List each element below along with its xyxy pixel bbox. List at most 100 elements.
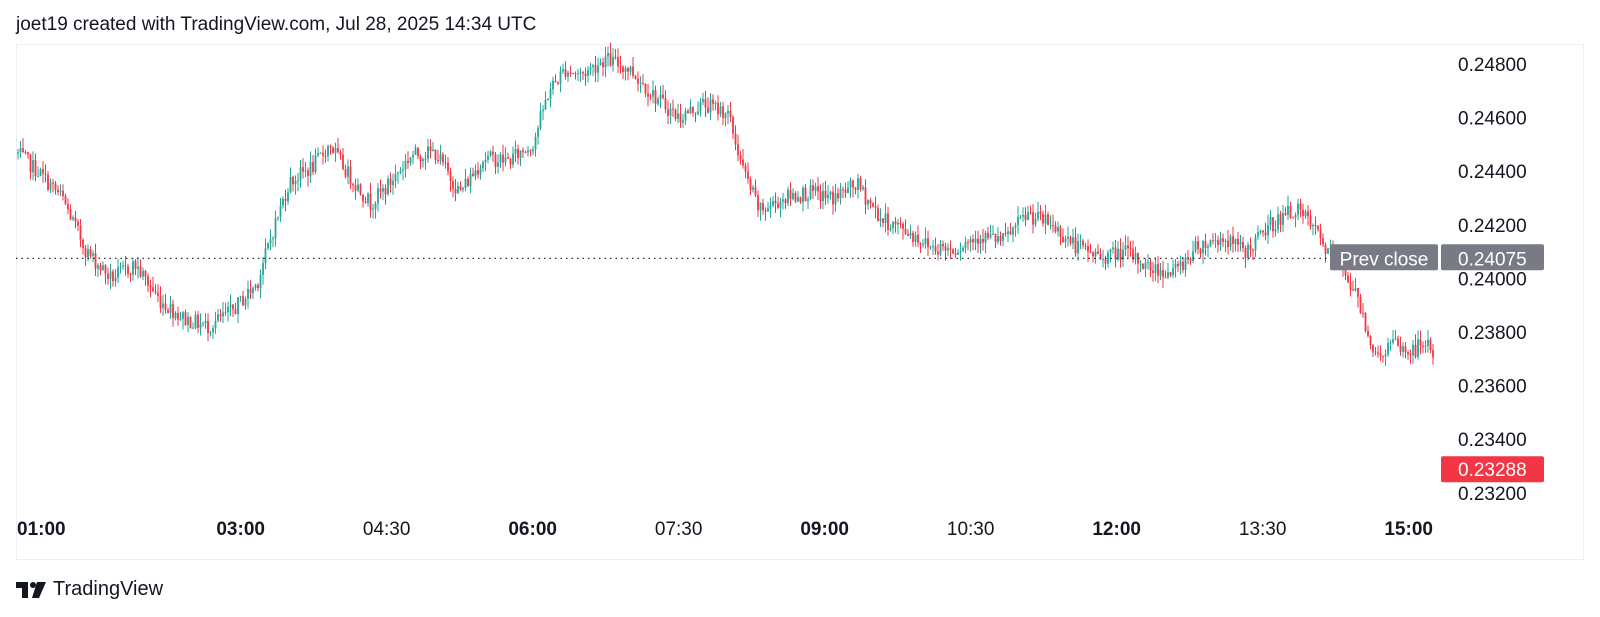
x-tick-label: 10:30 <box>947 519 995 540</box>
candle-body <box>1034 218 1037 225</box>
candle-body <box>1132 248 1134 260</box>
candle-body <box>137 266 139 269</box>
candle-body <box>154 291 157 293</box>
candle-body <box>474 170 477 177</box>
candle-body <box>499 154 502 163</box>
candle-body <box>194 314 197 328</box>
candle-body <box>502 154 504 163</box>
candle-body <box>1057 226 1059 232</box>
candle-body <box>632 66 634 76</box>
candle-body <box>539 111 542 129</box>
candle-body <box>1372 345 1374 352</box>
candle-body <box>1162 270 1164 278</box>
candle-body <box>712 99 714 104</box>
tradingview-logo[interactable]: TradingView <box>16 578 163 601</box>
candle-body <box>617 57 619 66</box>
candle-body <box>599 62 602 66</box>
candle-body <box>364 201 367 204</box>
candle-body <box>877 208 879 222</box>
candle-body <box>47 174 49 190</box>
candle-body <box>789 189 792 200</box>
candle-body <box>999 236 1002 241</box>
candle-body <box>819 191 822 202</box>
candle-body <box>1307 211 1309 217</box>
candle-body <box>967 242 969 244</box>
candle-body <box>177 313 179 320</box>
candle-body <box>262 263 264 275</box>
candle-body <box>994 233 997 243</box>
candle-body <box>289 176 292 193</box>
candle-body <box>439 154 442 161</box>
candle-body <box>1229 236 1232 248</box>
candle-body <box>704 99 707 108</box>
candle-body <box>592 65 594 67</box>
candle-body <box>542 109 544 112</box>
candle-body <box>377 188 379 204</box>
candle-body <box>1069 236 1072 244</box>
candle-body <box>1374 351 1377 353</box>
candle-body <box>1177 263 1179 267</box>
candle-body <box>649 96 652 98</box>
candle-body <box>209 332 212 334</box>
candle-body <box>1292 217 1294 219</box>
candle-body <box>1149 261 1152 271</box>
candle-body <box>399 170 402 173</box>
candle-body <box>1254 236 1257 251</box>
candle-body <box>1382 355 1384 357</box>
candle-body <box>1267 224 1269 236</box>
candle-body <box>1387 343 1389 355</box>
candle-body <box>202 323 204 325</box>
candle-body <box>717 102 719 115</box>
candle-body <box>1099 253 1102 260</box>
candle-body <box>79 225 82 240</box>
candle-body <box>312 162 314 172</box>
candle-body <box>882 218 884 223</box>
candle-body <box>589 66 592 70</box>
candle-body <box>494 154 497 167</box>
candle-body <box>1164 277 1167 279</box>
candle-body <box>924 238 927 245</box>
candle-body <box>394 173 397 181</box>
candle-body <box>334 148 337 153</box>
candle-body <box>987 232 989 238</box>
candle-body <box>1347 275 1349 283</box>
candle-body <box>1167 272 1169 278</box>
candle-body <box>1417 339 1419 357</box>
candle-body <box>1364 312 1367 332</box>
candle-body <box>577 73 579 75</box>
candle-body <box>864 187 867 205</box>
last-price-badge: 0.23288 <box>1441 456 1544 483</box>
candle-body <box>867 200 869 205</box>
candle-body <box>549 89 552 99</box>
candle-body <box>647 93 649 97</box>
candle-body <box>774 200 777 204</box>
candle-body <box>1059 226 1062 237</box>
candle-body <box>169 304 172 313</box>
candle-body <box>767 208 769 212</box>
candle-body <box>779 201 782 208</box>
candle-body <box>1404 346 1407 352</box>
candle-body <box>1319 229 1322 238</box>
candle-body <box>1072 237 1074 244</box>
chart-frame[interactable] <box>16 44 1584 560</box>
candle-body <box>629 66 632 72</box>
candle-body <box>917 234 919 243</box>
candle-body <box>362 194 364 202</box>
candle-body <box>682 120 684 123</box>
candle-body <box>749 178 752 190</box>
candle-body <box>534 136 537 150</box>
candle-body <box>404 160 407 170</box>
candle-body <box>852 180 854 188</box>
candle-body <box>584 73 587 76</box>
candle-body <box>974 238 977 243</box>
candle-body <box>469 173 472 187</box>
candle-body <box>1264 232 1267 236</box>
candle-body <box>512 153 514 165</box>
candle-body <box>627 68 629 72</box>
candle-body <box>304 170 307 172</box>
candle-body <box>962 247 964 251</box>
candle-body <box>74 217 77 222</box>
candle-body <box>557 82 559 84</box>
candle-body <box>327 146 329 157</box>
